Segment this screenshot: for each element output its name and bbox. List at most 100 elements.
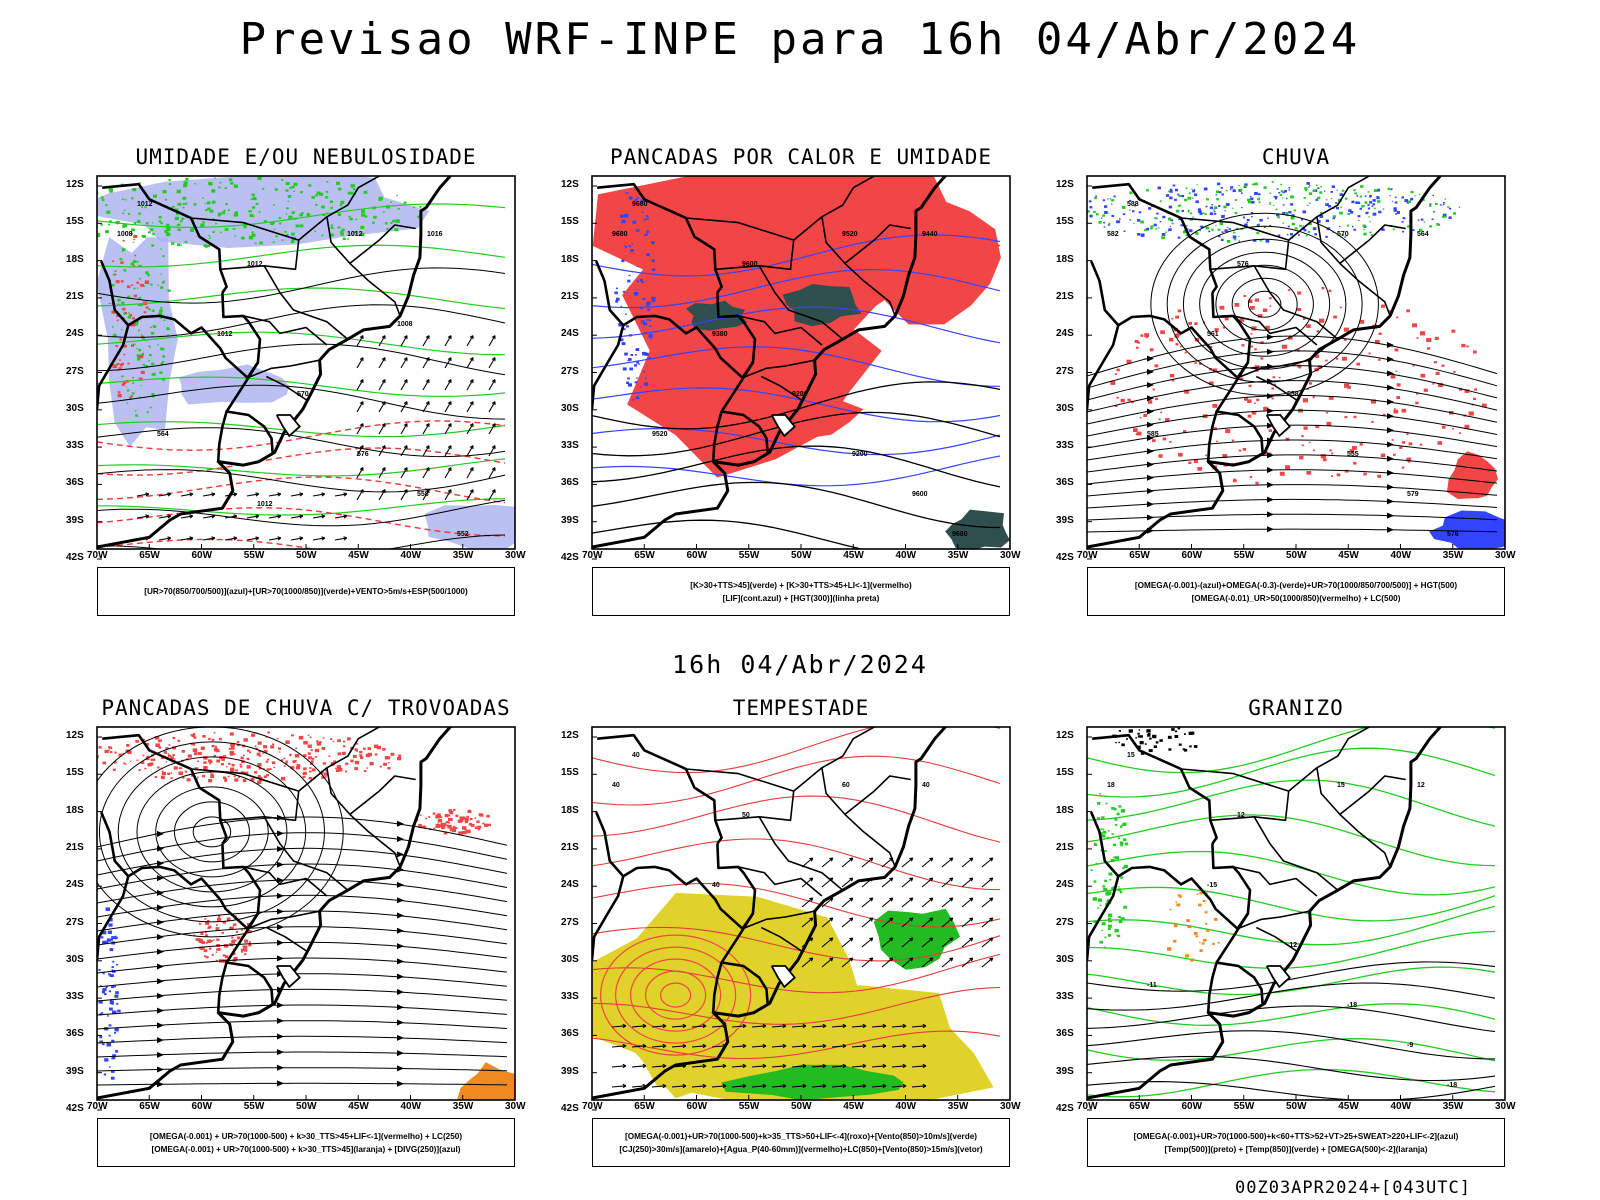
lat-label: 24S [561,879,579,891]
lat-label: 30S [561,402,579,414]
legend-line: [OMEGA(-0.001)+UR>70(1000-500)+k<60+TTS>… [1133,1131,1459,1141]
contour-label: 564 [1417,231,1429,238]
contour-label: 9440 [922,231,938,238]
lon-label: 30W [1000,1101,1021,1112]
lat-label: 36S [66,1028,84,1040]
panel-title-pancadas-calor: PANCADAS POR CALOR E UMIDADE [609,145,992,169]
lon-label: 35W [452,550,474,561]
lat-label: 12S [561,179,579,190]
legend-line: [OMEGA(-0.001)-(azul)+OMEGA(-0.3)-(verde… [1134,580,1458,590]
lat-label: 27S [1056,916,1074,928]
legend-granizo: [OMEGA(-0.001)+UR>70(1000-500)+k<60+TTS>… [1087,1118,1505,1167]
lat-label: 18S [66,804,84,816]
legend-line: [UR>70(850/700/500)](azul)+[UR>70(1000/8… [144,587,468,596]
contour-label: 1012 [247,261,263,268]
contour-label: 564 [157,431,169,438]
lat-label: 39S [561,514,579,526]
lon-label: 45W [1338,550,1359,561]
contour-label: 579 [1407,491,1419,498]
lat-label: 15S [66,767,84,779]
contour-label: 60 [842,782,850,789]
contour-label: 9280 [792,391,808,398]
lon-label: 55W [243,550,265,561]
contour-label: 9520 [652,431,668,438]
lon-label: 60W [686,550,708,561]
panel-title-granizo: GRANIZO [1248,696,1344,720]
lon-label: 50W [1286,550,1307,561]
contour-label: 40 [922,782,930,789]
lon-label: 45W [843,1101,864,1112]
lat-label: 42S [1056,1103,1074,1114]
contour-label: -11 [1147,982,1157,989]
contour-label: 9680 [612,231,628,238]
page-title: Previsao WRF-INPE para 16h 04/Abr/2024 [239,14,1361,65]
lat-label: 27S [561,916,579,928]
legend-line: [K>30+TTS>45](verde) + [K>30+TTS>45+LI<-… [690,580,912,590]
contour-label: 9520 [842,231,858,238]
lat-label: 21S [66,290,84,302]
lat-label: 18S [561,253,579,265]
contour-label: 9600 [742,261,758,268]
lon-label: 60W [191,550,213,561]
lon-label: 50W [791,1101,812,1112]
lon-label: 50W [296,1101,317,1112]
legend-line: [OMEGA(-0.001)+UR>70(1000-500)+k>35_TTS>… [625,1131,977,1141]
contour-label: -18 [1347,1002,1357,1009]
lon-label: 65W [1129,1101,1150,1112]
contour-label: 40 [632,752,640,759]
contour-label: 9680 [952,531,968,538]
lat-label: 36S [1056,1028,1074,1040]
lon-label: 70W [582,550,603,561]
contour-label: 576 [1237,261,1249,268]
lat-label: 27S [561,365,579,377]
contour-label: 570 [297,391,309,398]
map-chuva: 588 582 576 570 564 561 558 555 585 579 576 [1086,175,1506,560]
lat-label: 27S [66,916,84,928]
lon-label: 30W [1495,550,1516,561]
lat-label: 18S [561,804,579,816]
lon-label: 70W [87,550,108,561]
lat-label: 33S [1056,991,1074,1003]
lat-label: 21S [561,841,579,853]
contour-label: 1012 [217,331,233,338]
lon-label: 35W [452,1101,474,1112]
legend-pancadas-calor: [K>30+TTS>45](verde) + [K>30+TTS>45+LI<-… [592,567,1010,616]
lon-label: 65W [634,550,655,561]
lat-label: 42S [66,552,84,563]
lon-label: 50W [1286,1101,1307,1112]
lon-label: 50W [296,550,317,561]
lon-label: 35W [947,550,969,561]
contour-label: 558 [1287,391,1299,398]
lon-label: 40W [1390,550,1412,561]
run-timestamp: 00Z03APR2024+[043UTC] [1235,1178,1471,1198]
lon-label: 50W [791,550,812,561]
contour-label: 555 [1347,451,1359,458]
lon-label: 30W [505,1101,526,1112]
legend-chuva: [OMEGA(-0.001)-(azul)+OMEGA(-0.3)-(verde… [1087,567,1505,616]
lat-label: 33S [66,991,84,1003]
lon-label: 40W [895,1101,917,1112]
lat-label: 24S [66,879,84,891]
lat-label: 30S [66,953,84,965]
lon-label: 70W [1077,550,1098,561]
lat-label: 15S [66,216,84,228]
lon-label: 40W [400,1101,422,1112]
contour-label: 9600 [912,491,928,498]
lon-label: 30W [505,550,526,561]
contour-label: 588 [1127,201,1139,208]
lat-label: 39S [1056,1065,1074,1077]
legend-line: [OMEGA(-0.001) + UR>70(1000-500) + k>30_… [149,1131,463,1141]
contour-label: 576 [357,451,369,458]
lat-label: 21S [1056,290,1074,302]
contour-label: 12 [1417,782,1425,789]
contour-label: 552 [457,531,469,538]
map-trovoadas [96,726,516,1111]
legend-line: [OMEGA(-0.01)_UR>50(1000/850)(vermelho) … [1191,593,1401,603]
lat-label: 42S [561,1103,579,1114]
lon-label: 35W [947,1101,969,1112]
panel-title-chuva: CHUVA [1261,145,1331,169]
lon-label: 60W [1181,550,1203,561]
lat-label: 12S [1056,179,1074,190]
map-umidade: 1012 1008 1012 1012 1016 1012 570 576 564 558 552 1… [96,175,516,560]
legend-line: [CJ(250)>30m/s](amarelo)+[Agua_P(40-60mm… [619,1144,983,1154]
